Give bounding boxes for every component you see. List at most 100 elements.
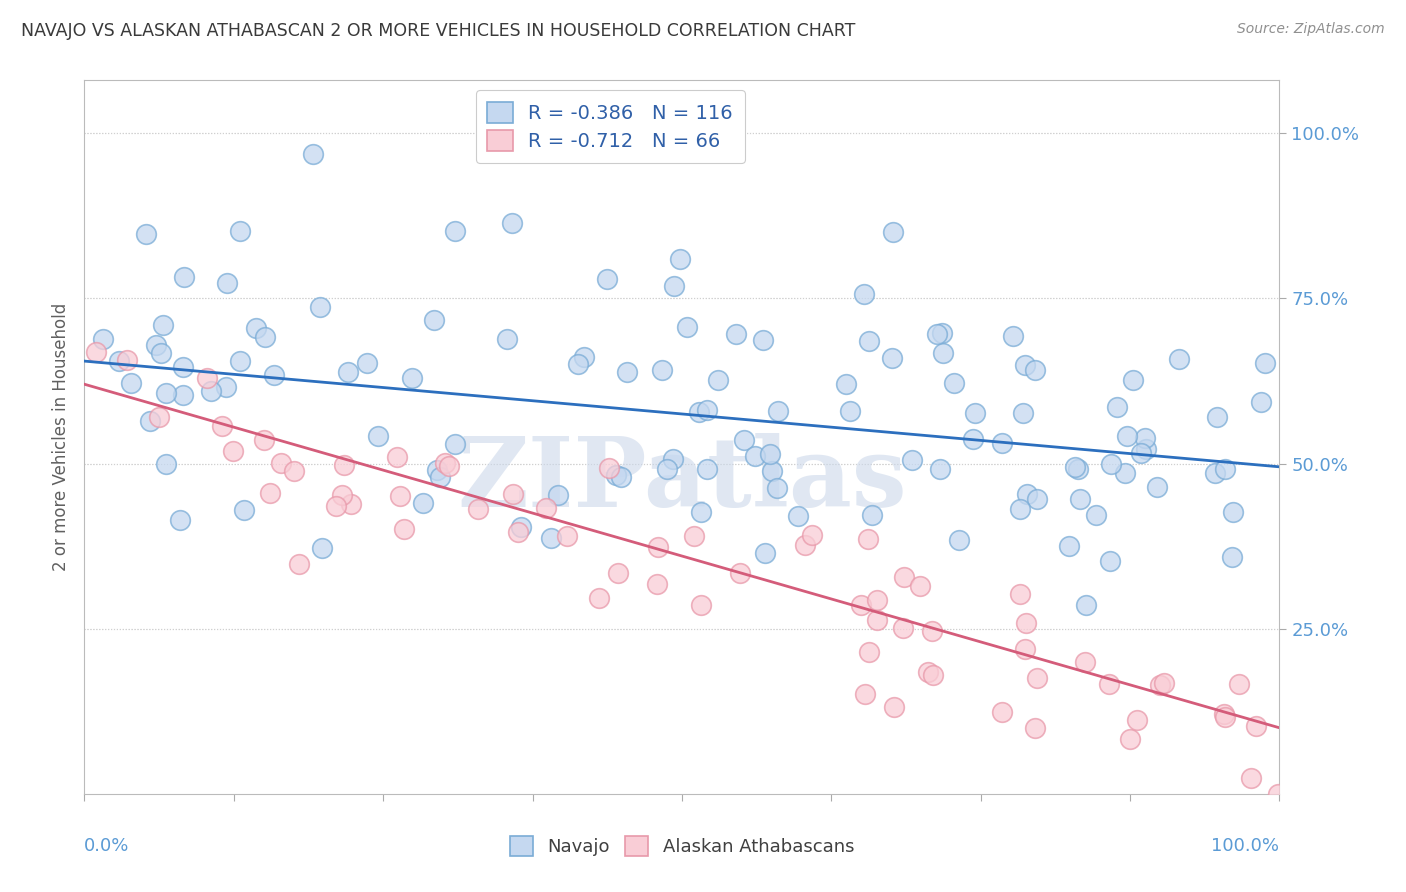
Point	[1204, 467, 1226, 481]
Point	[309, 301, 332, 315]
Text: Source: ZipAtlas.com: Source: ZipAtlas.com	[1237, 22, 1385, 37]
Point	[616, 365, 638, 379]
Point	[1025, 672, 1047, 686]
Point	[610, 470, 633, 484]
Point	[540, 531, 562, 545]
Point	[1222, 505, 1244, 519]
Point	[676, 320, 699, 334]
Point	[707, 373, 730, 387]
Point	[1001, 329, 1024, 343]
Point	[356, 356, 378, 370]
Point	[150, 346, 173, 360]
Point	[1220, 550, 1243, 565]
Point	[332, 458, 354, 473]
Point	[412, 496, 434, 510]
Point	[429, 469, 451, 483]
Point	[84, 344, 107, 359]
Point	[605, 467, 627, 482]
Point	[336, 365, 359, 379]
Point	[1105, 400, 1128, 414]
Point	[963, 406, 986, 420]
Point	[263, 368, 285, 383]
Point	[1213, 462, 1236, 476]
Point	[245, 320, 267, 334]
Point	[1085, 508, 1108, 522]
Point	[139, 413, 162, 427]
Point	[367, 428, 389, 442]
Point	[647, 540, 669, 554]
Point	[509, 520, 531, 534]
Point	[931, 326, 953, 340]
Point	[1135, 442, 1157, 456]
Point	[668, 252, 690, 266]
Point	[853, 688, 876, 702]
Point	[891, 621, 914, 635]
Point	[744, 449, 766, 463]
Point	[1099, 457, 1122, 471]
Point	[270, 456, 292, 470]
Point	[768, 404, 790, 418]
Point	[689, 598, 711, 612]
Point	[259, 486, 281, 500]
Point	[1024, 362, 1046, 376]
Point	[588, 591, 610, 606]
Point	[645, 577, 668, 591]
Point	[883, 700, 905, 714]
Point	[724, 326, 747, 341]
Point	[1122, 373, 1144, 387]
Point	[657, 462, 679, 476]
Point	[567, 357, 589, 371]
Point	[948, 533, 970, 547]
Point	[444, 224, 467, 238]
Point	[932, 346, 955, 360]
Point	[467, 502, 489, 516]
Point	[339, 497, 361, 511]
Point	[1168, 352, 1191, 367]
Point	[401, 371, 423, 385]
Point	[849, 598, 872, 612]
Point	[1125, 713, 1147, 727]
Point	[91, 332, 114, 346]
Point	[148, 410, 170, 425]
Point	[882, 226, 904, 240]
Point	[860, 508, 883, 522]
Point	[928, 462, 950, 476]
Point	[1213, 710, 1236, 724]
Point	[801, 528, 824, 542]
Point	[1119, 732, 1142, 747]
Point	[991, 435, 1014, 450]
Point	[311, 541, 333, 556]
Text: 0.0%: 0.0%	[84, 837, 129, 855]
Point	[733, 433, 755, 447]
Point	[765, 481, 787, 495]
Point	[1240, 771, 1263, 785]
Point	[1250, 394, 1272, 409]
Point	[1064, 460, 1087, 475]
Point	[145, 337, 167, 351]
Point	[152, 318, 174, 333]
Point	[325, 500, 347, 514]
Point	[893, 570, 915, 584]
Point	[120, 376, 142, 390]
Point	[1212, 706, 1234, 721]
Point	[108, 353, 131, 368]
Point	[858, 645, 880, 659]
Point	[759, 447, 782, 461]
Point	[853, 286, 876, 301]
Y-axis label: 2 or more Vehicles in Household: 2 or more Vehicles in Household	[52, 303, 70, 571]
Point	[1115, 429, 1137, 443]
Point	[880, 351, 903, 366]
Point	[1099, 554, 1122, 568]
Point	[858, 334, 880, 348]
Text: ZIPatlas: ZIPatlas	[457, 433, 907, 527]
Point	[1024, 721, 1046, 735]
Point	[1153, 675, 1175, 690]
Point	[172, 388, 194, 402]
Point	[392, 522, 415, 536]
Point	[437, 458, 460, 473]
Point	[221, 443, 243, 458]
Point	[598, 460, 620, 475]
Point	[794, 538, 817, 552]
Point	[787, 509, 810, 524]
Point	[688, 404, 710, 418]
